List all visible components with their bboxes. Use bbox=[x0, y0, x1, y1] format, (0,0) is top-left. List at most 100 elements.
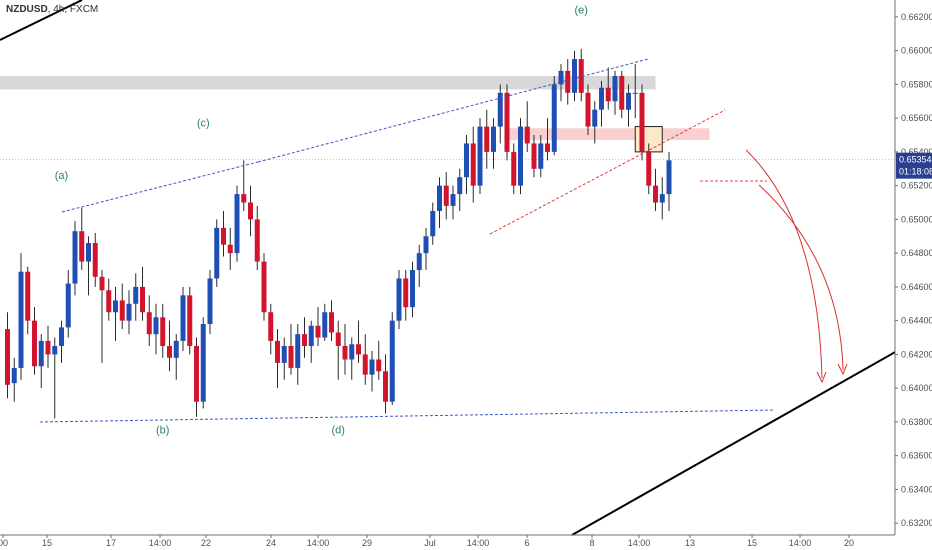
candle-body bbox=[666, 160, 672, 195]
candle-body bbox=[443, 185, 449, 206]
time-tick-label: 24 bbox=[266, 538, 276, 548]
candle-body bbox=[504, 92, 510, 152]
price-tick-label: 0.65000 bbox=[901, 214, 932, 224]
candle-body bbox=[356, 344, 361, 355]
candle-body bbox=[538, 143, 544, 169]
candle-body bbox=[491, 126, 496, 152]
candle-body bbox=[599, 87, 604, 110]
upper-trendline-ce bbox=[257, 58, 649, 163]
candle-body bbox=[558, 70, 564, 85]
black-trendline-top bbox=[0, 0, 83, 41]
exchange-label: FXCM bbox=[69, 4, 99, 15]
candle-body bbox=[518, 126, 523, 186]
candle-body bbox=[221, 227, 226, 245]
candle-body bbox=[275, 340, 280, 363]
price-tick-label: 0.65800 bbox=[901, 79, 932, 89]
time-tick-label: 8 bbox=[589, 538, 594, 548]
wave-label: (d) bbox=[332, 425, 345, 437]
candle-body bbox=[167, 345, 172, 358]
wave-label: (b) bbox=[156, 425, 169, 437]
candle-body bbox=[335, 332, 341, 346]
time-tick-label: 15 bbox=[42, 538, 52, 548]
candle-body bbox=[308, 325, 314, 346]
candle-body bbox=[551, 84, 557, 152]
price-tick-label: 0.65600 bbox=[901, 113, 932, 123]
candle-body bbox=[241, 194, 247, 203]
projection-arrow-1 bbox=[745, 149, 823, 379]
candle-body bbox=[605, 87, 611, 102]
price-tick-label: 0.64200 bbox=[901, 349, 932, 359]
price-axis-bg bbox=[895, 0, 932, 550]
candle-body bbox=[173, 340, 179, 358]
candle-body bbox=[329, 312, 334, 333]
candle-body bbox=[450, 194, 456, 206]
candle-body bbox=[531, 143, 537, 169]
candle-body bbox=[416, 253, 422, 271]
candle-body bbox=[295, 334, 301, 368]
time-tick-label: Jul bbox=[424, 538, 436, 548]
candle-body bbox=[322, 312, 328, 338]
wave-label: (c) bbox=[197, 118, 210, 130]
candle-body bbox=[281, 345, 287, 363]
candle-body bbox=[430, 210, 436, 237]
time-tick-label: 14:00 bbox=[628, 538, 651, 548]
candle-body bbox=[369, 359, 375, 375]
candle-body bbox=[315, 325, 321, 338]
candle-body bbox=[153, 317, 159, 335]
price-tick-label: 0.65400 bbox=[901, 147, 932, 157]
candle-body bbox=[423, 236, 429, 254]
candle-body bbox=[659, 194, 665, 203]
candle-body bbox=[18, 271, 24, 368]
time-tick-label: 15 bbox=[747, 538, 757, 548]
candle-body bbox=[464, 143, 469, 178]
candle-body bbox=[92, 243, 98, 277]
time-tick-label: 17 bbox=[106, 538, 116, 548]
time-tick-label: 14:00 bbox=[307, 538, 330, 548]
candle-body bbox=[383, 371, 388, 402]
candle-body bbox=[585, 92, 591, 127]
candle-body bbox=[389, 320, 395, 402]
time-tick-label: 14:00 bbox=[789, 538, 812, 548]
candle-body bbox=[214, 227, 220, 279]
chart-title: NZDUSD, 4h, FXCM bbox=[6, 4, 99, 15]
price-tick-label: 0.64000 bbox=[901, 383, 932, 393]
candle-body bbox=[25, 271, 31, 321]
candle-body bbox=[565, 70, 571, 93]
candle-body bbox=[572, 59, 577, 93]
wave-label: (a) bbox=[55, 170, 68, 182]
zone-pink-zone bbox=[507, 128, 710, 141]
candle-body bbox=[410, 270, 415, 308]
candle-body bbox=[207, 278, 213, 325]
candle-body bbox=[268, 312, 274, 341]
candle-body bbox=[457, 177, 463, 195]
candle-body bbox=[72, 231, 78, 284]
time-tick-label: 13 bbox=[685, 538, 695, 548]
candle-body bbox=[200, 324, 206, 402]
projection-arrow-2 bbox=[758, 184, 844, 371]
candle-body bbox=[133, 286, 139, 304]
price-tick-label: 0.65200 bbox=[901, 181, 932, 191]
candle-body bbox=[626, 92, 631, 110]
candle-body bbox=[254, 219, 260, 262]
candle-body bbox=[187, 295, 193, 346]
price-tick-label: 0.63800 bbox=[901, 417, 932, 427]
zone-grey-resistance bbox=[0, 75, 656, 90]
candle-body bbox=[140, 286, 145, 313]
candle-body bbox=[261, 261, 267, 313]
price-tick-label: 0.63400 bbox=[901, 484, 932, 494]
price-tick-label: 0.66000 bbox=[901, 46, 932, 56]
projection-arrowhead-1 bbox=[816, 371, 827, 384]
time-tick-label: 14:00 bbox=[467, 538, 490, 548]
candle-body bbox=[288, 345, 294, 368]
candle-body bbox=[5, 329, 10, 385]
price-tick-label: 0.64800 bbox=[901, 248, 932, 258]
candle-body bbox=[619, 75, 625, 110]
candle-body bbox=[194, 345, 199, 402]
time-tick-label: 22 bbox=[201, 538, 211, 548]
candle-body bbox=[234, 194, 240, 254]
candle-body bbox=[146, 312, 152, 335]
candle-body bbox=[349, 344, 355, 360]
candle-body bbox=[545, 143, 550, 152]
